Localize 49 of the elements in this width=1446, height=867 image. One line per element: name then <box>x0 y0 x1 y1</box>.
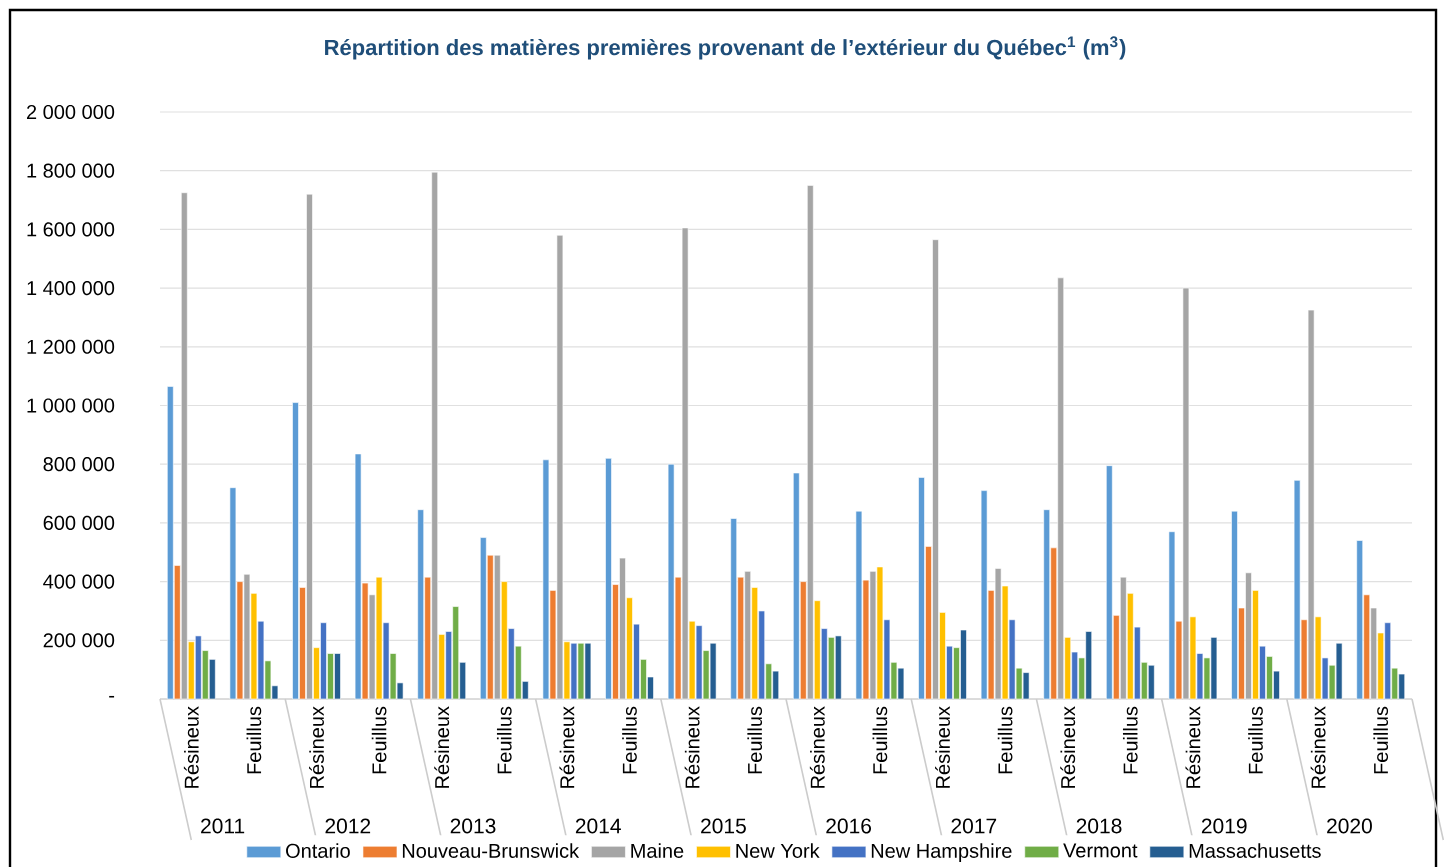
text: 2017 <box>951 818 997 834</box>
x-tick-label: Résineux <box>559 706 575 788</box>
x-tick-label: Feuillus <box>1122 706 1138 774</box>
legend-label: Vermont <box>1063 843 1138 858</box>
x-tick-label: Feuillus <box>1248 706 1263 774</box>
x-tick-label: Résineux <box>1060 706 1076 788</box>
x-tick-label: Résineux <box>309 706 324 788</box>
x-tick-label: Feuillus <box>1373 706 1389 774</box>
x-tick-label: Feuillus <box>622 706 637 774</box>
text: 2020 <box>1327 818 1372 834</box>
y-tick-label: 1 800 000 <box>27 163 115 178</box>
text: 2019 <box>1201 818 1247 834</box>
text: 2013 <box>450 818 496 834</box>
legend-label: Ontario <box>286 843 350 858</box>
x-tick-label: Feuillus <box>496 706 512 774</box>
legend-label: Massachusetts <box>1189 843 1321 858</box>
x-tick-label: Résineux <box>809 706 825 788</box>
text: 2018 <box>1076 818 1122 834</box>
text: 2014 <box>575 818 621 834</box>
legend-label: New York <box>736 843 820 858</box>
y-tick-label: 400 000 <box>43 574 115 589</box>
text: 2015 <box>701 818 746 834</box>
legend-label: Nouveau-Brunswick <box>402 843 580 858</box>
x-tick-label: Feuillus <box>246 706 262 774</box>
x-tick-label: Feuillus <box>747 706 763 774</box>
y-tick-label: 1 600 000 <box>27 222 115 237</box>
x-tick-label: Résineux <box>1185 706 1201 788</box>
y-tick-label: 1 000 000 <box>27 398 115 413</box>
y-tick-label: 2 000 000 <box>26 104 115 120</box>
y-tick-label: 1 400 000 <box>27 281 115 296</box>
y-tick-label: 600 000 <box>43 515 115 530</box>
x-tick-label: Résineux <box>684 706 700 788</box>
x-tick-label: Résineux <box>183 706 199 788</box>
text: 2012 <box>325 818 371 834</box>
y-tick-label: - <box>109 695 115 698</box>
x-tick-label: Résineux <box>1310 706 1326 788</box>
text: 2016 <box>826 818 872 834</box>
x-tick-label: Résineux <box>434 706 450 788</box>
legend-label: Maine <box>631 843 684 858</box>
legend-label: New Hampshire <box>871 843 1012 862</box>
y-tick-label: 200 000 <box>43 633 115 648</box>
x-tick-label: Feuillus <box>371 706 387 774</box>
x-tick-label: Résineux <box>935 706 950 788</box>
x-tick-label: Feuillus <box>997 706 1013 774</box>
text: 2011 <box>201 818 245 834</box>
y-tick-label: 1 200 000 <box>27 339 115 354</box>
x-tick-label: Feuillus <box>872 706 888 774</box>
chart-title: Répartition des matières premières provenant de l’extérieur du Québec$^{1}$ (m$^{3}$) <box>325 36 1126 60</box>
y-tick-label: 800 000 <box>43 457 115 472</box>
